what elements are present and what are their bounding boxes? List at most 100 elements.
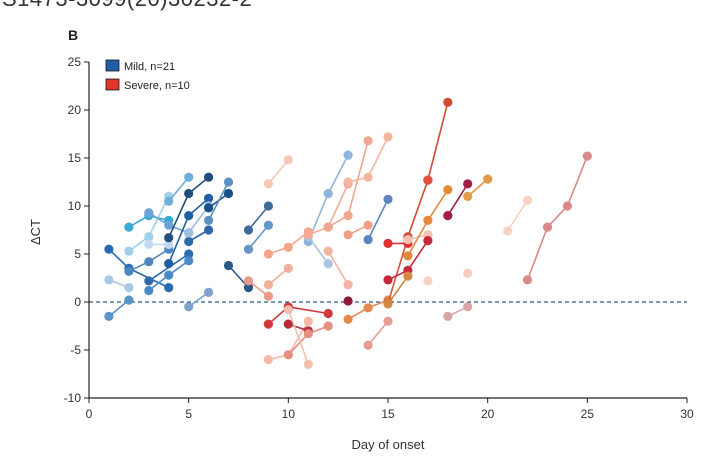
data-point [343,150,353,160]
data-point [184,211,194,221]
data-point [124,295,134,305]
data-point [263,280,273,290]
axes-layer: -10 -5 0 5 10 15 20 25 0 5 10 15 20 25 30 [64,55,694,421]
series-line [168,176,190,202]
data-point [562,201,573,211]
data-point [403,271,413,281]
series-mild-15 [184,287,214,312]
data-point [144,239,154,249]
data-point [423,175,433,185]
header-reference-text: S1473-3099(20)30232-2 [2,0,252,12]
series-severe-28 [243,276,273,301]
data-point [522,195,533,205]
x-tick-label: 15 [381,407,395,421]
data-point [184,302,194,312]
series-severe-40 [363,316,393,350]
series-mild-1 [104,275,134,293]
series-severe-53 [443,302,473,321]
series-line [447,183,469,217]
series-line [387,237,409,304]
series-mild-23 [363,194,393,245]
data-point [363,220,373,230]
data-point [184,256,194,266]
series-mild-0 [104,244,174,293]
series-line [387,275,409,305]
legend-label: Severe, n=10 [124,80,190,92]
series-line [287,309,310,365]
data-point [463,302,473,312]
y-tick-label: -5 [70,343,81,357]
data-point [303,316,313,326]
data-point [263,201,273,211]
legend-swatch [105,59,120,72]
series-severe-24 [263,155,293,189]
series-line [267,305,329,325]
data-point [164,196,174,206]
series-mild-9 [144,239,174,249]
data-point [343,177,353,187]
data-point [363,340,373,350]
x-tick-label: 0 [86,407,93,421]
series-mild-16 [204,188,234,213]
data-point [243,276,254,286]
series-line [327,250,349,286]
data-point [104,244,114,254]
data-point [164,239,174,249]
data-point [204,203,214,213]
legend-entry: Mild, n=21 [105,59,175,73]
data-point [303,230,313,240]
data-point [423,215,433,225]
series-severe-34 [323,136,373,232]
data-point [223,188,234,199]
data-point [542,222,553,232]
legend-swatch [105,78,120,91]
series-severe-52 [423,276,433,286]
x-axis-label: Day of onset [352,437,425,452]
data-point [283,263,293,273]
data-point [443,97,453,107]
data-point [323,259,333,269]
data-point [263,355,273,365]
x-tick-label: 10 [282,407,296,421]
legend: Mild, n=21 Severe, n=10 [105,59,190,92]
data-point [503,226,513,236]
data-point [204,193,214,203]
data-point [144,208,154,218]
series-mild-19 [243,220,273,254]
data-point [363,172,373,182]
series-mild-18 [243,201,273,235]
data-point [144,257,154,267]
data-point [164,220,174,230]
data-point [124,266,134,276]
series-mild-10 [164,172,214,243]
data-point [243,225,254,235]
series-mild-17 [204,177,234,225]
data-point [383,238,393,248]
series-severe-55 [522,151,592,285]
series-line [506,199,529,232]
data-point [104,275,114,285]
series-mild-13 [184,225,214,247]
data-point [423,276,433,286]
series-severe-36 [343,220,373,240]
x-tick-label: 30 [680,407,694,421]
data-point [124,222,134,232]
data-point [323,188,333,199]
data-point [443,185,453,195]
series-layer [104,97,592,369]
series-line [307,236,329,265]
y-tick-label: 20 [68,103,82,117]
data-point [124,246,134,256]
series-severe-37 [323,246,353,290]
y-tick-label: -10 [64,391,82,405]
data-point [104,311,114,321]
data-point [184,236,194,247]
data-point [283,350,293,360]
series-mild-11 [164,172,194,206]
series-line [247,224,270,250]
data-point [204,172,214,182]
data-point [204,215,214,225]
data-point [204,225,214,235]
y-tick-label: 10 [68,199,82,213]
series-mild-20 [223,260,254,293]
